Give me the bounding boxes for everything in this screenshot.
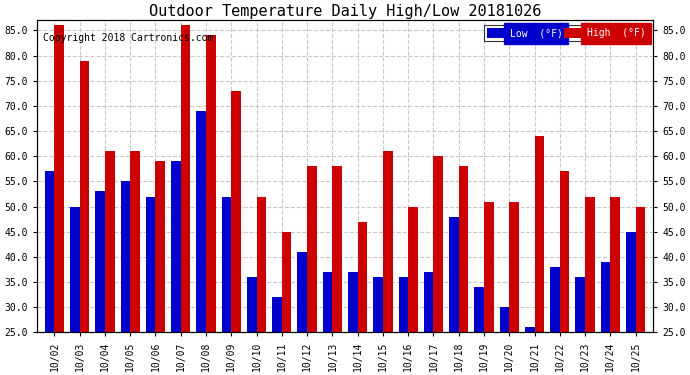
- Bar: [79, 61, 89, 332]
- Bar: [575, 277, 585, 332]
- Bar: [105, 151, 115, 332]
- Bar: [525, 327, 535, 332]
- Bar: [95, 192, 105, 332]
- Bar: [231, 91, 241, 332]
- Bar: [560, 171, 569, 332]
- Bar: [297, 252, 307, 332]
- Bar: [459, 166, 469, 332]
- Bar: [399, 277, 408, 332]
- Bar: [449, 217, 459, 332]
- Bar: [55, 26, 64, 332]
- Legend: Low  (°F), High  (°F): Low (°F), High (°F): [484, 25, 649, 41]
- Bar: [70, 207, 79, 332]
- Bar: [181, 26, 190, 332]
- Bar: [130, 151, 140, 332]
- Bar: [635, 207, 645, 332]
- Bar: [424, 272, 433, 332]
- Bar: [626, 232, 635, 332]
- Bar: [611, 196, 620, 332]
- Bar: [206, 35, 215, 332]
- Bar: [357, 222, 367, 332]
- Bar: [307, 166, 317, 332]
- Bar: [585, 196, 595, 332]
- Bar: [475, 287, 484, 332]
- Bar: [323, 272, 333, 332]
- Bar: [433, 156, 443, 332]
- Bar: [221, 196, 231, 332]
- Bar: [155, 161, 165, 332]
- Bar: [197, 111, 206, 332]
- Bar: [348, 272, 357, 332]
- Bar: [273, 297, 282, 332]
- Bar: [500, 307, 509, 332]
- Bar: [121, 182, 130, 332]
- Bar: [373, 277, 383, 332]
- Bar: [408, 207, 417, 332]
- Bar: [45, 171, 55, 332]
- Bar: [282, 232, 291, 332]
- Bar: [484, 201, 493, 332]
- Bar: [550, 267, 560, 332]
- Bar: [601, 262, 611, 332]
- Bar: [333, 166, 342, 332]
- Bar: [535, 136, 544, 332]
- Text: Copyright 2018 Cartronics.com: Copyright 2018 Cartronics.com: [43, 33, 213, 43]
- Bar: [146, 196, 155, 332]
- Bar: [383, 151, 393, 332]
- Title: Outdoor Temperature Daily High/Low 20181026: Outdoor Temperature Daily High/Low 20181…: [149, 4, 541, 19]
- Bar: [247, 277, 257, 332]
- Bar: [257, 196, 266, 332]
- Bar: [509, 201, 519, 332]
- Bar: [171, 161, 181, 332]
